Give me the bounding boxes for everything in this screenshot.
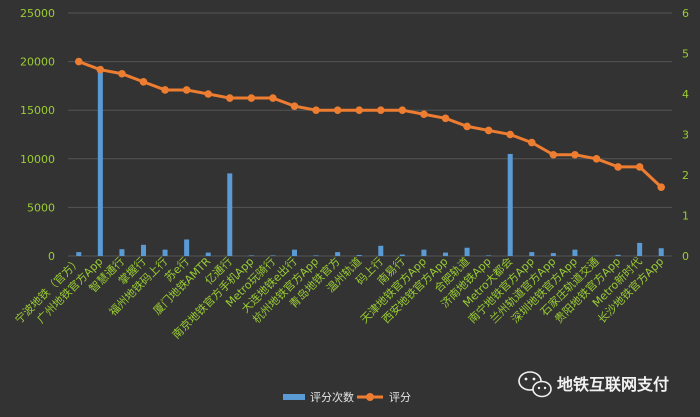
line-point: [269, 94, 277, 102]
line-point: [614, 163, 622, 171]
legend-line-marker: [366, 393, 374, 401]
gridlines: [68, 12, 672, 257]
wechat-icon: [518, 371, 552, 398]
bar: [572, 249, 578, 256]
bar: [335, 252, 341, 256]
bar-series: [76, 66, 664, 257]
bar: [443, 252, 448, 256]
line-point: [118, 69, 126, 78]
legend: 评分次数 评分: [283, 390, 411, 404]
left-tick-label: 5000: [27, 201, 55, 214]
bar: [550, 253, 556, 256]
line-point: [96, 65, 105, 74]
right-tick-label: 4: [682, 88, 689, 101]
left-tick-label: 20000: [20, 56, 55, 69]
line-point: [204, 90, 213, 98]
right-tick-label: 0: [682, 250, 689, 263]
line-point: [441, 114, 450, 123]
line-point: [333, 106, 342, 114]
bar: [205, 252, 211, 256]
line-point: [506, 130, 515, 139]
right-tick-label: 1: [682, 210, 689, 223]
line-point: [355, 106, 364, 114]
line-point: [463, 122, 471, 131]
bar: [507, 153, 513, 256]
left-tick-label: 25000: [20, 7, 55, 20]
bar: [313, 255, 319, 256]
line-point: [657, 183, 666, 191]
left-tick-label: 15000: [20, 104, 55, 117]
bar: [378, 245, 384, 256]
bar: [464, 247, 470, 256]
line-point: [527, 138, 536, 147]
line-point: [139, 78, 148, 86]
bar: [637, 242, 643, 256]
line-point: [635, 163, 644, 171]
bar: [292, 249, 297, 256]
bar: [227, 173, 233, 256]
bar: [615, 254, 621, 256]
right-tick-label: 3: [682, 129, 689, 142]
line-point: [571, 150, 579, 159]
left-tick-label: 10000: [20, 153, 55, 166]
line-point: [161, 86, 169, 94]
left-axis-ticks: 0 5000 10000 15000 20000 25000: [20, 7, 55, 263]
bar: [486, 255, 492, 256]
watermark: 地铁互联网支付: [518, 371, 669, 398]
bar: [184, 239, 190, 256]
line-point: [420, 110, 428, 119]
bar: [141, 244, 146, 256]
line-point: [549, 150, 558, 159]
right-tick-label: 2: [682, 169, 689, 182]
bar: [248, 255, 254, 256]
bar: [119, 249, 125, 256]
bar: [162, 249, 168, 256]
line-point: [247, 94, 256, 102]
watermark-text: 地铁互联网支付: [557, 375, 669, 394]
line-point: [290, 102, 299, 110]
line-point: [484, 126, 493, 135]
line-point: [376, 106, 385, 114]
line-point: [398, 106, 407, 114]
legend-bar-label: 评分次数: [310, 390, 354, 404]
right-tick-label: 5: [682, 48, 689, 61]
bar: [421, 249, 427, 256]
bar: [97, 66, 103, 257]
legend-bar-swatch: [283, 394, 305, 400]
bar: [399, 254, 405, 256]
right-tick-label: 6: [682, 7, 689, 20]
line-point: [74, 57, 83, 66]
series-line: [78, 60, 663, 189]
bar: [270, 255, 276, 256]
left-tick-label: 0: [48, 250, 55, 263]
bar: [658, 248, 664, 256]
bar: [356, 255, 362, 256]
bar: [76, 252, 82, 256]
line-point: [225, 94, 234, 102]
line-point: [312, 106, 320, 114]
line-series: [74, 57, 666, 191]
bar: [594, 255, 599, 257]
right-axis-ticks: 0 1 2 3 4 5 6: [682, 7, 689, 263]
line-point: [182, 86, 191, 94]
line-point: [592, 155, 601, 163]
legend-line-label: 评分: [389, 391, 411, 404]
bar: [529, 252, 535, 256]
